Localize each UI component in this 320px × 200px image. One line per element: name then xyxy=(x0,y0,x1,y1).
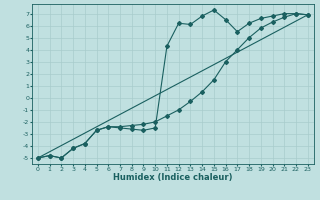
X-axis label: Humidex (Indice chaleur): Humidex (Indice chaleur) xyxy=(113,173,233,182)
